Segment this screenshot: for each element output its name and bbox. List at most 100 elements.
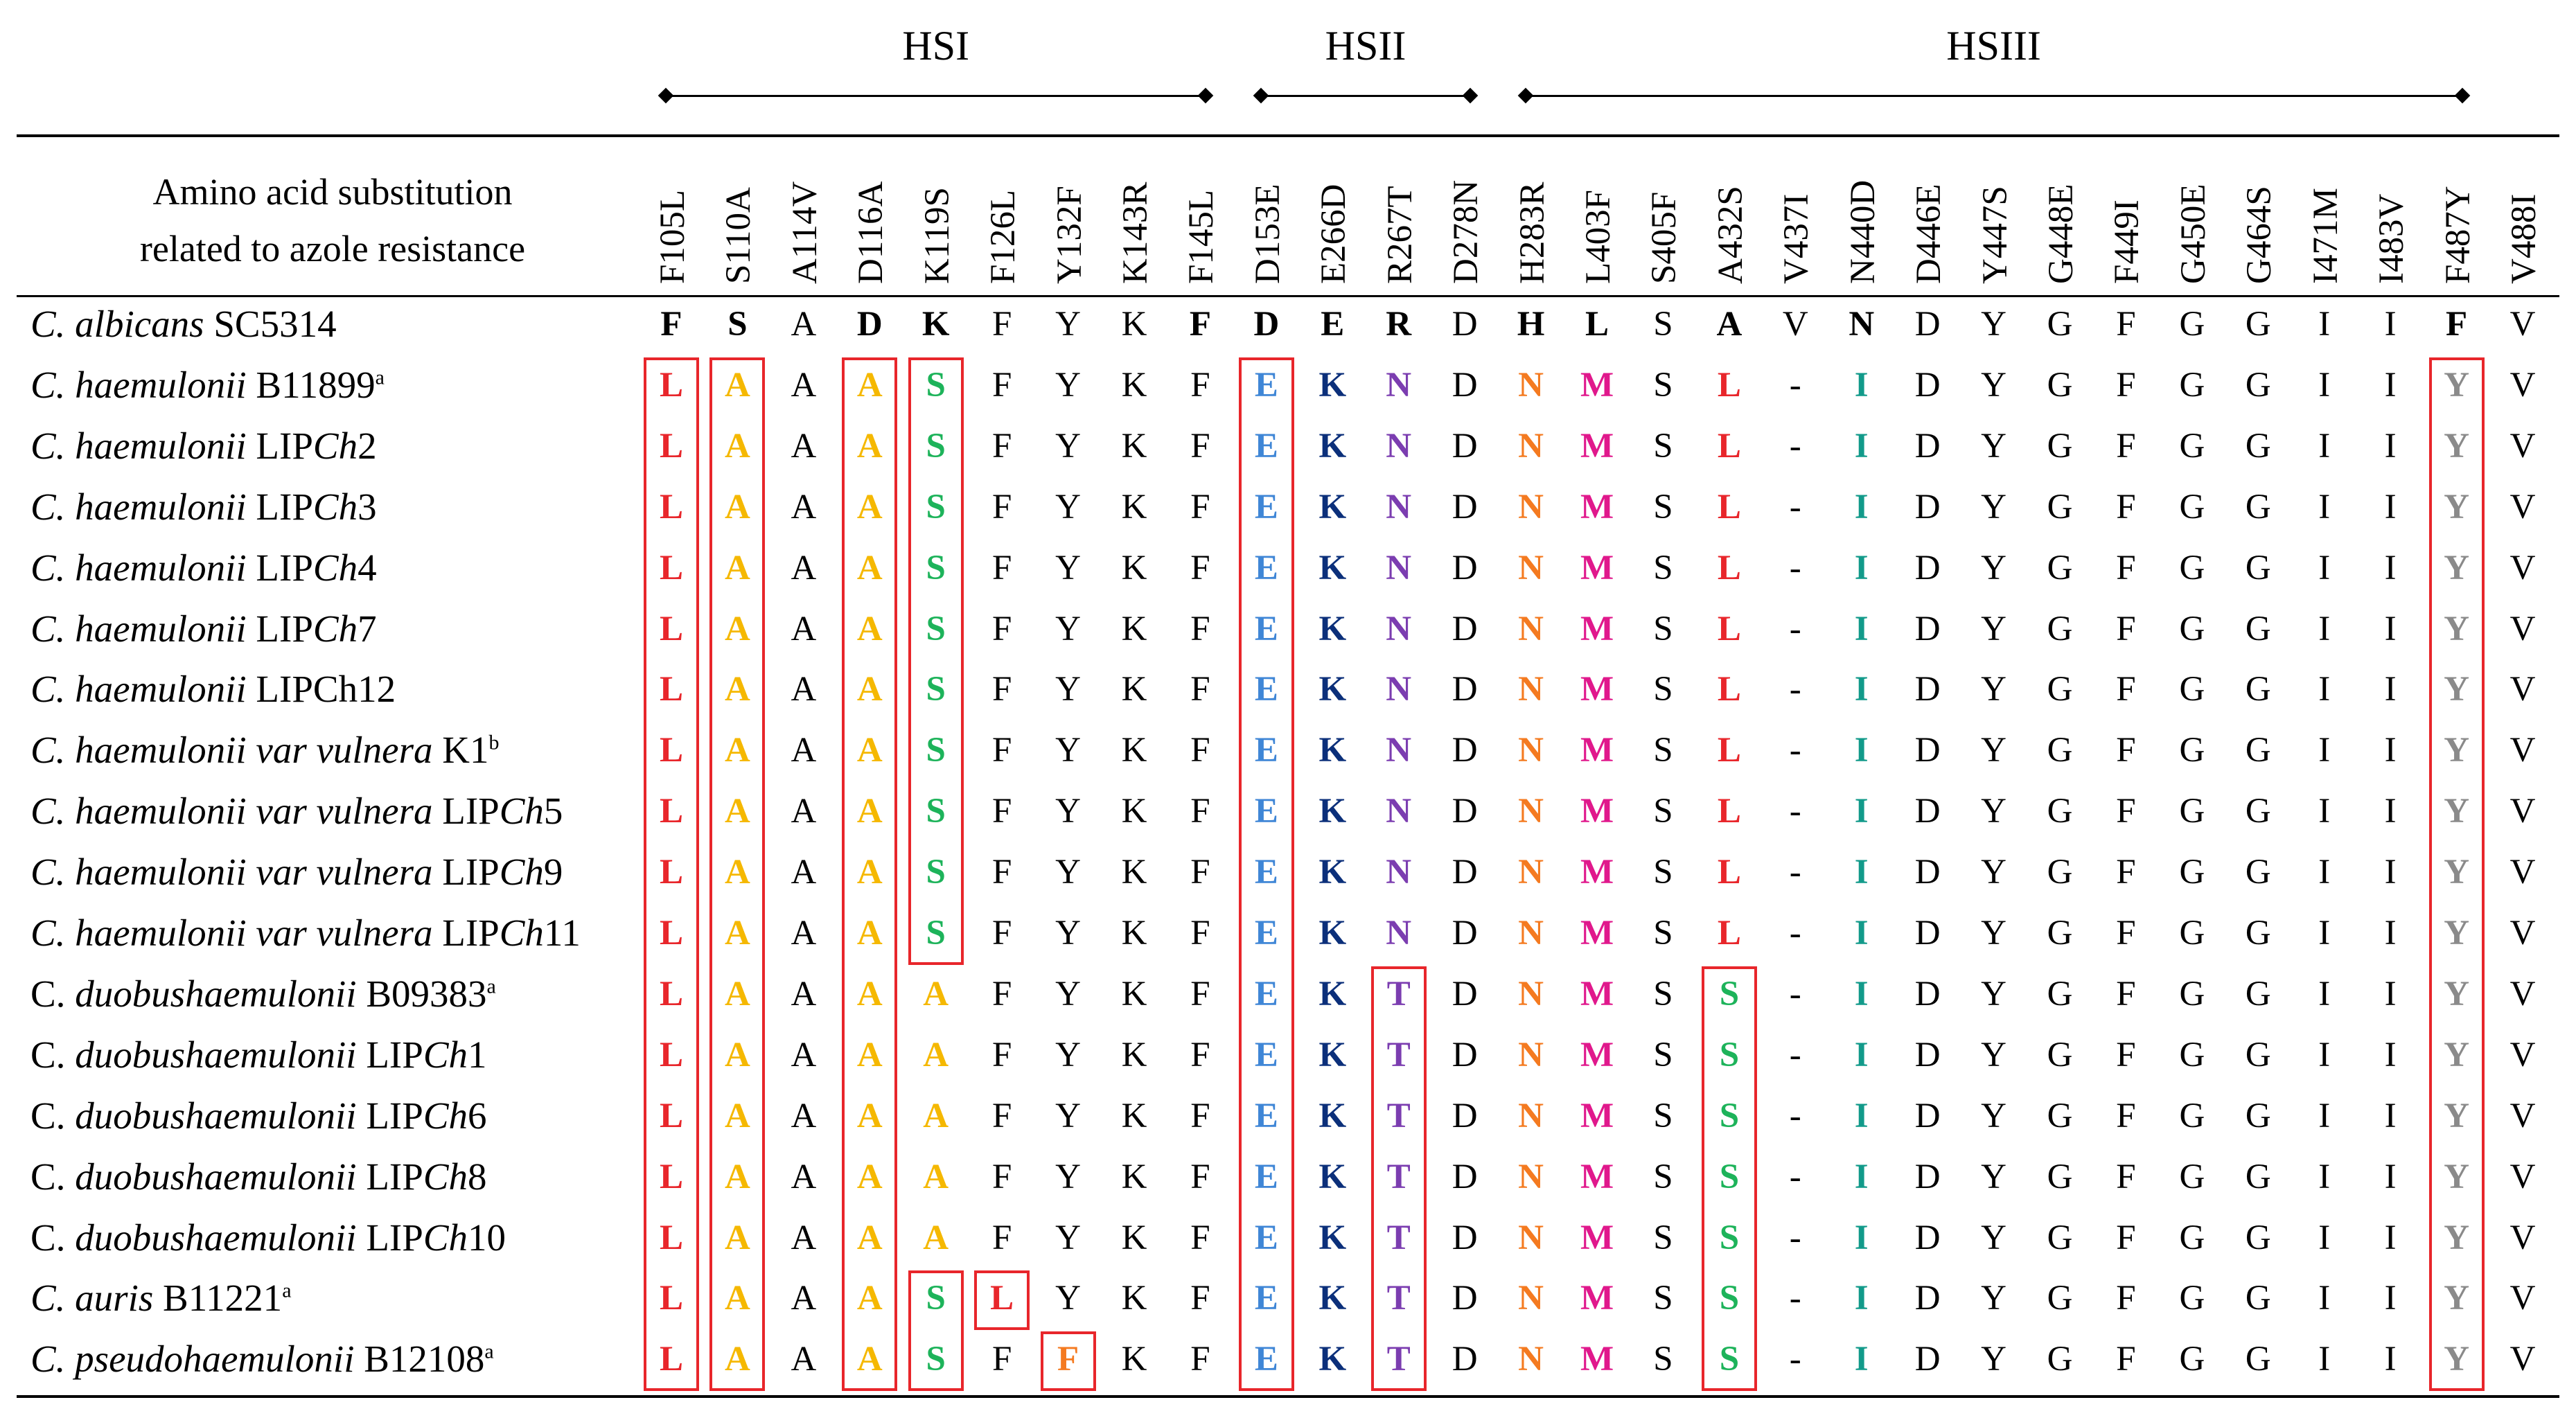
residue-cell: E <box>1254 670 1278 709</box>
residue-cell: I <box>2318 792 2331 831</box>
residue-cell: V <box>1782 305 1808 344</box>
residue-cell: F <box>2116 1157 2136 1196</box>
residue-cell: E <box>1254 853 1278 892</box>
residue-cell: - <box>1789 487 1801 526</box>
residue-cell: Y <box>1981 426 2007 466</box>
residue-cell: S <box>727 305 748 344</box>
residue-cell: V <box>2509 426 2536 466</box>
residue-cell: A <box>791 914 817 952</box>
residue-cell: I <box>2384 792 2397 831</box>
residue-cell: F <box>991 1340 1012 1379</box>
species-label-part: 7 <box>358 607 377 650</box>
region-label-hsiii: HSIII <box>1946 23 2041 69</box>
residue-cell: A <box>791 426 817 466</box>
residue-cell: N <box>1386 609 1412 648</box>
species-label-part: duobushaemulonii <box>75 1155 357 1198</box>
residue-cell: I <box>2384 914 2397 952</box>
species-label-part: B11899 <box>246 363 376 406</box>
residue-cell: A <box>791 1157 817 1196</box>
species-label-part: 4 <box>358 546 377 589</box>
residue-cell: L <box>1717 731 1741 770</box>
residue-cell: Y <box>1055 487 1081 526</box>
residue-cell: A <box>791 1096 817 1135</box>
residue-cell: I <box>2384 1218 2397 1257</box>
residue-cell: S <box>1653 1096 1673 1135</box>
residue-cell: - <box>1789 1218 1801 1257</box>
residue-cell: I <box>1854 1035 1869 1074</box>
residue-cell: F <box>2116 1279 2136 1318</box>
residue-cell: A <box>856 1096 883 1135</box>
residue-cell: Y <box>1981 1218 2007 1257</box>
residue-cell: K <box>1121 1096 1147 1135</box>
residue-cell: G <box>2047 305 2073 344</box>
residue-cell: - <box>1789 853 1801 892</box>
residue-cell: K <box>1121 670 1147 709</box>
residue-cell: G <box>2047 1035 2073 1074</box>
residue-cell: - <box>1789 365 1801 405</box>
residue-cell: S <box>1653 487 1673 526</box>
residue-cell: F <box>1190 609 1210 648</box>
residue-cell: L <box>659 1035 684 1074</box>
residue-cell: D <box>1452 609 1478 648</box>
residue-cell: - <box>1789 974 1801 1013</box>
residue-cell: E <box>1254 1096 1278 1135</box>
residue-cell: D <box>1452 365 1478 405</box>
residue-cell: S <box>926 914 946 952</box>
residue-cell: M <box>1580 548 1614 587</box>
residue-cell: N <box>1386 670 1412 709</box>
residue-cell: N <box>1518 426 1544 466</box>
residue-cell: F <box>991 305 1012 344</box>
residue-cell: L <box>659 1157 684 1196</box>
species-label-part: 11 <box>543 912 581 954</box>
species-label-part: LIPCh12 <box>246 668 396 711</box>
species-label-part: LIP <box>246 546 313 589</box>
residue-cell: A <box>791 1218 817 1257</box>
residue-cell: V <box>2509 974 2536 1013</box>
residue-cell: N <box>1386 426 1412 466</box>
species-label: C. duobushaemulonii LIPCh10 <box>30 1216 506 1259</box>
residue-cell: F <box>1190 548 1210 587</box>
residue-cell: Y <box>2444 914 2470 952</box>
residue-cell: T <box>1386 1157 1411 1196</box>
residue-cell: T <box>1386 1340 1411 1379</box>
species-label: C. albicans SC5314 <box>30 302 337 346</box>
residue-cell: M <box>1580 974 1614 1013</box>
species-label-part: Ch <box>423 1155 468 1198</box>
residue-cell: F <box>991 914 1012 952</box>
species-label-part: Ch <box>312 485 358 528</box>
residue-cell: L <box>1717 853 1741 892</box>
residue-cell: N <box>1518 1035 1544 1074</box>
residue-cell: D <box>1452 1340 1478 1379</box>
residue-cell: K <box>1121 974 1147 1013</box>
residue-cell: K <box>1121 1340 1147 1379</box>
residue-cell: S <box>1653 792 1673 831</box>
residue-cell: M <box>1580 1035 1614 1074</box>
residue-cell: N <box>1849 305 1875 344</box>
region-span-hsiii <box>1525 95 2462 97</box>
header-line-2: related to azole resistance <box>139 228 526 269</box>
species-label-part: duobushaemulonii <box>75 1094 357 1137</box>
residue-cell: L <box>659 609 684 648</box>
residue-cell: G <box>2047 974 2073 1013</box>
residue-cell: I <box>2384 731 2397 770</box>
residue-cell: F <box>991 1096 1012 1135</box>
highlight-box <box>908 357 964 965</box>
species-label-part: C. <box>30 1033 76 1076</box>
residue-cell: M <box>1580 1340 1614 1379</box>
species-label-part: C. <box>30 1216 76 1259</box>
residue-cell: N <box>1518 1218 1544 1257</box>
residue-cell: I <box>2384 426 2397 466</box>
residue-cell: N <box>1518 670 1544 709</box>
residue-cell: G <box>2179 1340 2205 1379</box>
region-label-hsi: HSI <box>902 23 970 69</box>
residue-cell: F <box>991 670 1012 709</box>
residue-cell: Y <box>1981 305 2007 344</box>
species-label-part: Ch <box>423 1033 468 1076</box>
residue-cell: K <box>921 305 950 344</box>
residue-cell: S <box>926 426 946 466</box>
residue-cell: K <box>1121 914 1147 952</box>
residue-cell: V <box>2509 305 2536 344</box>
residue-cell: K <box>1121 1035 1147 1074</box>
residue-cell: D <box>1914 487 1941 526</box>
residue-cell: S <box>1653 1279 1673 1318</box>
